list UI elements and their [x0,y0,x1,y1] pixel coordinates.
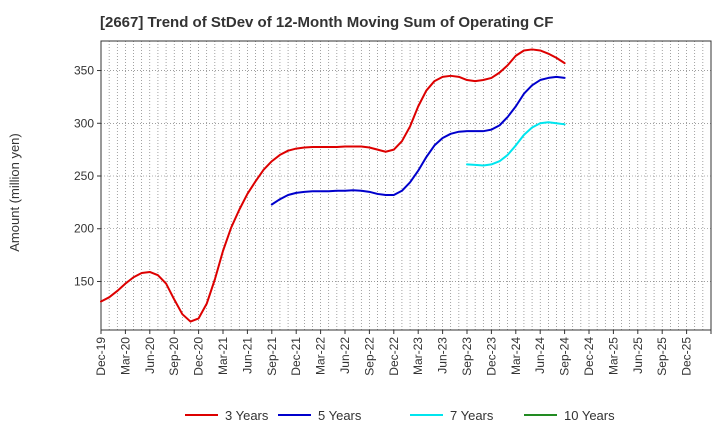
x-tick-label: Sep-20 [167,337,181,376]
x-tick-label: Jun-21 [240,337,254,374]
series-line [466,121,566,167]
series-layer [100,48,566,323]
x-tick-label: Jun-22 [338,337,352,374]
y-axis-title: Amount (million yen) [7,133,22,252]
legend-label: 10 Years [564,408,615,423]
x-tick-label: Sep-22 [362,337,376,376]
x-tick-label: Sep-24 [558,337,572,376]
series-line [100,48,566,323]
x-tick-label: Mar-21 [216,337,230,375]
series-line [270,75,566,206]
plot-frame [100,40,712,331]
axis-layer: 150 200 250 300 350 Dec-19 Mar-20 Jun-20 Sep-20 D… [7,40,712,376]
chart-title: [2667] Trend of StDev of 12-Month Moving… [100,14,554,31]
y-tick-label: 350 [74,64,94,78]
legend: 3 Years 5 Years 7 Years 10 Years [185,408,615,423]
x-tick-label: Dec-22 [387,337,401,376]
x-tick-label: Dec-25 [680,337,694,376]
y-tick-label: 300 [74,116,94,130]
x-tick-label: Dec-21 [289,337,303,376]
x-tick-label: Dec-19 [94,337,108,376]
x-tick-label: Jun-24 [533,337,547,374]
x-tick-label: Dec-20 [192,337,206,376]
x-tick-label: Jun-23 [436,337,450,374]
y-tick-label: 150 [74,274,94,288]
legend-label: 5 Years [318,408,362,423]
legend-label: 3 Years [225,408,269,423]
x-tick-label: Mar-24 [509,337,523,375]
x-tick-label: Sep-21 [265,337,279,376]
x-tick-label: Jun-20 [143,337,157,374]
y-tick-label: 250 [74,169,94,183]
x-tick-label: Dec-23 [484,337,498,376]
y-tick-label: 200 [74,222,94,236]
x-tick-label: Jun-25 [631,337,645,374]
x-tick-label: Mar-25 [606,337,620,375]
x-tick-label: Mar-20 [118,337,132,375]
x-tick-label: Mar-23 [411,337,425,375]
x-tick-label: Mar-22 [314,337,328,375]
x-tick-label: Dec-24 [582,337,596,376]
grid-layer [101,41,711,330]
x-tick-label: Sep-23 [460,337,474,376]
legend-label: 7 Years [450,408,494,423]
x-tick-label: Sep-25 [655,337,669,376]
